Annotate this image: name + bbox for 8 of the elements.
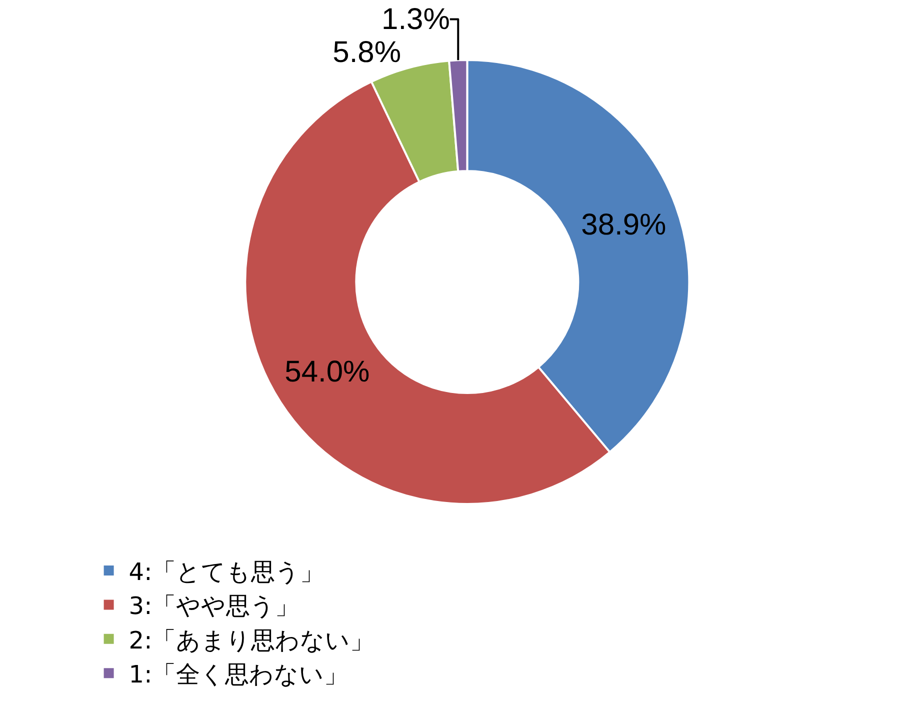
legend-label: 1:「全く思わない」 <box>128 660 348 688</box>
legend-label: 4:「とても思う」 <box>128 558 324 586</box>
data-label: 5.8% <box>332 36 402 69</box>
data-label: 54.0% <box>284 356 370 389</box>
legend-label: 3:「やや思う」 <box>128 592 300 620</box>
legend-label: 2:「あまり思わない」 <box>128 626 374 654</box>
data-label: 1.3% <box>381 2 450 36</box>
data-label: 38.9% <box>581 208 666 242</box>
